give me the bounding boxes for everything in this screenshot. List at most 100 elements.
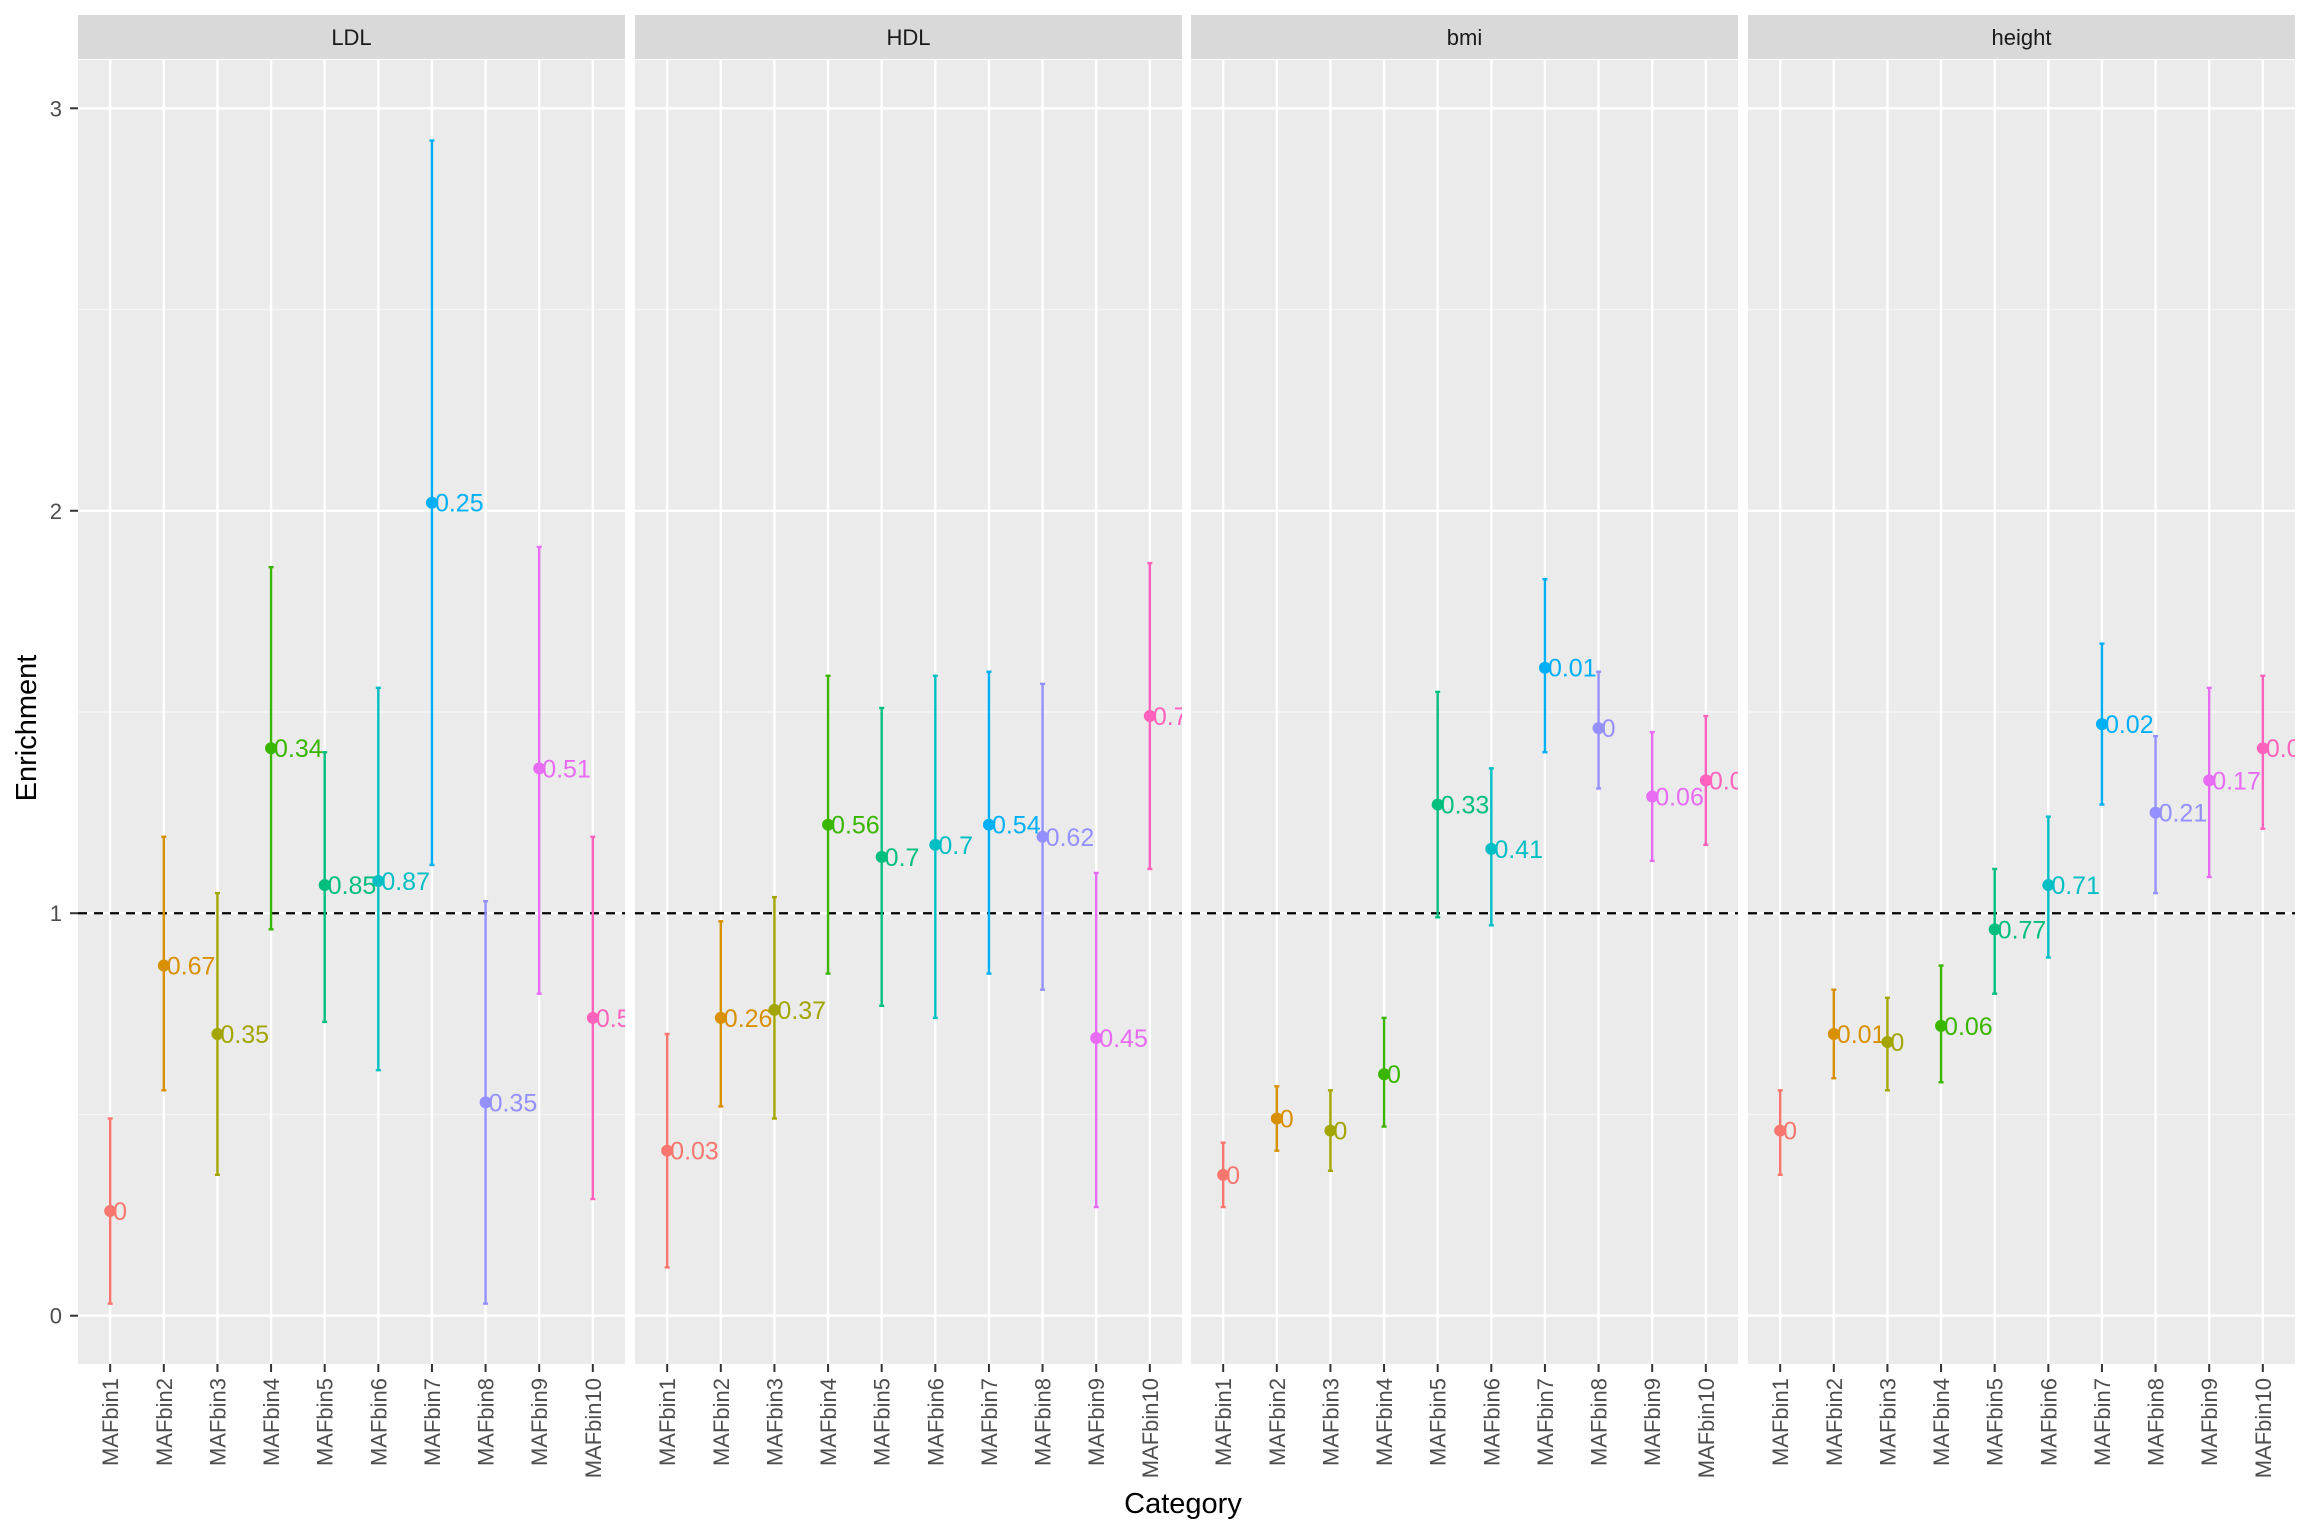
x-tick-label: MAFbin1: [1768, 1378, 1793, 1466]
data-label: 0.33: [1441, 792, 1490, 820]
data-point: [1592, 722, 1605, 735]
data-point: [425, 496, 438, 509]
data-point: [2149, 806, 2162, 819]
data-point: [1538, 661, 1551, 674]
x-tick-label: MAFbin5: [870, 1378, 895, 1466]
data-label: 0.71: [2051, 872, 2100, 900]
x-axis-title: Category: [1124, 1488, 1242, 1520]
x-tick-label: MAFbin5: [1426, 1378, 1451, 1466]
data-point: [1431, 798, 1444, 811]
x-tick-label: MAFbin7: [977, 1378, 1002, 1466]
data-label: 0.06: [1655, 784, 1704, 812]
data-label: 0: [1387, 1061, 1401, 1089]
x-tick-label: MAFbin9: [1084, 1378, 1109, 1466]
x-tick-label: MAFbin3: [1875, 1378, 1900, 1466]
x-tick-label: MAFbin3: [1318, 1378, 1343, 1466]
data-label: 0.0: [1709, 767, 1744, 795]
panel-ldl: LDL 0 0.67 0.35 0.34 0.85 0.87 0.25 0.35 0.51 0.5 M…: [78, 15, 625, 1478]
x-tick-label: MAFbin5: [313, 1378, 338, 1466]
panel-strip: [635, 15, 1182, 59]
data-label: 0.02: [2105, 711, 2154, 739]
x-tick-label: MAFbin6: [1479, 1378, 1504, 1466]
data-label: 0.37: [777, 997, 826, 1025]
data-label: 0.62: [1046, 824, 1095, 852]
data-label: 0.7: [938, 832, 973, 860]
data-label: 0.01: [1837, 1021, 1886, 1049]
panel-title: LDL: [331, 25, 371, 50]
data-label: 0.0: [2266, 735, 2301, 763]
x-tick-label: MAFbin5: [1983, 1378, 2008, 1466]
x-tick-label: MAFbin1: [655, 1378, 680, 1466]
data-point: [479, 1096, 492, 1109]
data-label: 0.67: [167, 953, 216, 981]
panel-series: 00.01 00.060.770.710.020.210.170.0: [1774, 642, 2301, 1177]
data-label: 0.01: [1548, 655, 1597, 683]
data-label: 0.06: [1944, 1013, 1993, 1041]
data-label: 0.56: [831, 812, 880, 840]
data-label: 0.87: [381, 868, 430, 896]
data-point: [661, 1144, 674, 1157]
data-label: 0.17: [2212, 767, 2261, 795]
data-label: 0: [1602, 715, 1616, 743]
data-point: [1699, 774, 1712, 787]
panel-series: 0 0 0 0 0.330.41 0.01 0 0.060.0: [1217, 577, 1744, 1209]
x-tick-label: MAFbin7: [420, 1378, 445, 1466]
data-point: [104, 1205, 117, 1218]
x-tick-label: MAFbin3: [762, 1378, 787, 1466]
data-label: 0.54: [992, 812, 1041, 840]
data-point: [1143, 710, 1156, 723]
data-point: [1324, 1124, 1337, 1137]
x-tick-label: MAFbin2: [152, 1378, 177, 1466]
panel-strip: [1748, 15, 2295, 59]
panel-title: height: [1992, 25, 2052, 50]
x-tick-label: MAFbin8: [474, 1378, 499, 1466]
panel-strip: [78, 15, 625, 59]
x-tick-label: MAFbin10: [1138, 1378, 1163, 1478]
x-tick-label: MAFbin6: [366, 1378, 391, 1466]
data-point: [822, 818, 835, 831]
data-point: [533, 762, 546, 775]
data-label: 0: [1280, 1105, 1294, 1133]
data-label: 0.35: [220, 1021, 269, 1049]
data-label: 0: [113, 1198, 127, 1226]
data-label: 0.77: [1998, 916, 2047, 944]
y-axis-title: Enrichment: [11, 655, 43, 802]
x-tick-label: MAFbin2: [1265, 1378, 1290, 1466]
y-tick-label: 3: [50, 96, 62, 121]
x-tick-label: MAFbin3: [205, 1378, 230, 1466]
x-tick-label: MAFbin10: [1694, 1378, 1719, 1478]
data-point: [157, 959, 170, 972]
data-point: [1036, 830, 1049, 843]
data-label: 0.26: [724, 1005, 773, 1033]
data-label: 0.85: [328, 872, 377, 900]
x-tick-label: MAFbin7: [1533, 1378, 1558, 1466]
x-tick-label: MAFbin4: [259, 1378, 284, 1466]
data-point: [982, 818, 995, 831]
data-label: 0.51: [542, 755, 591, 783]
data-label: 0.03: [670, 1138, 719, 1166]
data-point: [2042, 879, 2055, 892]
data-point: [1881, 1036, 1894, 1049]
x-tick-label: MAFbin7: [2090, 1378, 2115, 1466]
x-tick-label: MAFbin9: [527, 1378, 552, 1466]
data-label: 0: [1333, 1118, 1347, 1146]
x-tick-label: MAFbin4: [1929, 1378, 1954, 1466]
data-point: [1774, 1124, 1787, 1137]
data-label: 0.34: [274, 735, 323, 763]
data-point: [1378, 1068, 1391, 1081]
x-tick-label: MAFbin9: [2197, 1378, 2222, 1466]
x-tick-label: MAFbin8: [1031, 1378, 1056, 1466]
data-point: [265, 742, 278, 755]
data-label: 0.7: [1153, 703, 1188, 731]
panel-series: 0 0.67 0.35 0.34 0.85 0.87 0.25 0.35 0.51 0.5: [104, 139, 625, 1305]
data-point: [211, 1027, 224, 1040]
data-point: [1988, 923, 2001, 936]
data-point: [318, 879, 331, 892]
data-point: [1646, 790, 1659, 803]
x-tick-label: MAFbin1: [98, 1378, 123, 1466]
plot-root: 0 1 2 3 LDL 0 0.67 0.35 0.34 0.85 0.87 0.25 0.35 0.51…: [50, 15, 2301, 1478]
y-tick-label: 1: [50, 901, 62, 926]
x-tick-label: MAFbin6: [923, 1378, 948, 1466]
